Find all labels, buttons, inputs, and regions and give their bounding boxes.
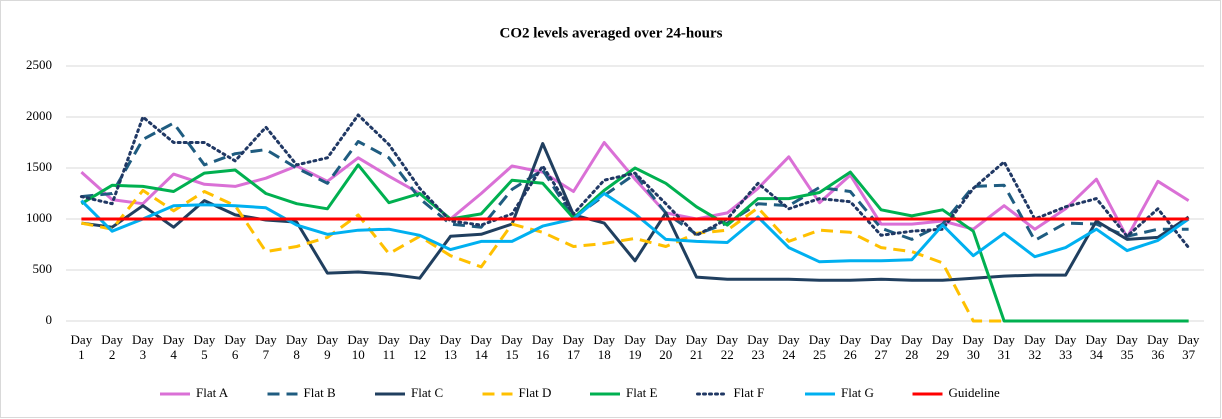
y-tick-label: 2500 bbox=[26, 57, 52, 72]
x-tick-label: Day 17 bbox=[562, 332, 585, 362]
x-tick-label: Day 20 bbox=[654, 332, 677, 362]
x-tick-label: Day 11 bbox=[378, 332, 400, 362]
chart-title: CO2 levels averaged over 24-hours bbox=[499, 25, 722, 41]
x-tick-label: Day 27 bbox=[870, 332, 892, 362]
x-tick-label: Day 21 bbox=[685, 332, 708, 362]
y-tick-label: 500 bbox=[33, 261, 53, 276]
x-tick-label: Day 18 bbox=[593, 332, 616, 362]
x-tick-label: Day 35 bbox=[1116, 332, 1138, 362]
series-line bbox=[79, 113, 1191, 250]
series-line bbox=[80, 163, 1189, 323]
legend-label: Flat D bbox=[519, 385, 552, 400]
x-tick-label: Day 5 bbox=[193, 332, 216, 362]
x-tick-label: Day 2 bbox=[101, 332, 123, 362]
y-tick-label: 1500 bbox=[26, 159, 52, 174]
x-tick-label: Day 3 bbox=[132, 332, 154, 362]
series-line bbox=[81, 121, 1189, 242]
x-tick-label: Day 19 bbox=[624, 332, 646, 362]
x-tick-label: Day 12 bbox=[408, 332, 431, 362]
x-tick-label: Day 37 bbox=[1177, 332, 1200, 362]
x-tick-label: Day 29 bbox=[931, 332, 954, 362]
x-tick-label: Day 10 bbox=[347, 332, 370, 362]
legend-label: Flat A bbox=[196, 385, 229, 400]
x-tick-label: Day 30 bbox=[962, 332, 985, 362]
x-tick-label: Day 8 bbox=[285, 332, 308, 362]
series-line bbox=[80, 141, 1190, 239]
x-tick-label: Day 22 bbox=[716, 332, 739, 362]
x-tick-label: Day 25 bbox=[808, 332, 831, 362]
y-tick-label: 1000 bbox=[26, 210, 52, 225]
legend-label: Flat E bbox=[626, 385, 657, 400]
x-tick-label: Day 7 bbox=[255, 332, 277, 362]
legend-label: Guideline bbox=[949, 385, 1000, 400]
y-tick-label: 2000 bbox=[26, 108, 52, 123]
legend-label: Flat F bbox=[734, 385, 765, 400]
x-tick-label: Day 23 bbox=[747, 332, 769, 362]
series-line bbox=[80, 192, 1190, 264]
x-tick-label: Day 34 bbox=[1085, 332, 1108, 362]
x-tick-label: Day 36 bbox=[1147, 332, 1169, 362]
x-tick-label: Day 14 bbox=[470, 332, 493, 362]
legend-label: Flat C bbox=[411, 385, 443, 400]
x-tick-label: Day 32 bbox=[1023, 332, 1046, 362]
x-tick-label: Day 31 bbox=[993, 332, 1015, 362]
legend-label: Flat B bbox=[304, 385, 336, 400]
x-tick-label: Day 26 bbox=[839, 332, 862, 362]
x-tick-label: Day 24 bbox=[777, 332, 800, 362]
x-tick-label: Day 33 bbox=[1054, 332, 1077, 362]
x-tick-label: Day 15 bbox=[501, 332, 523, 362]
x-tick-label: Day 28 bbox=[900, 332, 923, 362]
x-tick-label: Day 4 bbox=[162, 332, 185, 362]
x-tick-label: Day 16 bbox=[531, 332, 554, 362]
y-tick-label: 0 bbox=[46, 312, 53, 327]
x-tick-label: Day 1 bbox=[70, 332, 93, 362]
x-tick-label: Day 13 bbox=[439, 332, 462, 362]
x-tick-label: Day 6 bbox=[224, 332, 246, 362]
legend-label: Flat G bbox=[841, 385, 874, 400]
x-tick-label: Day 9 bbox=[316, 332, 339, 362]
